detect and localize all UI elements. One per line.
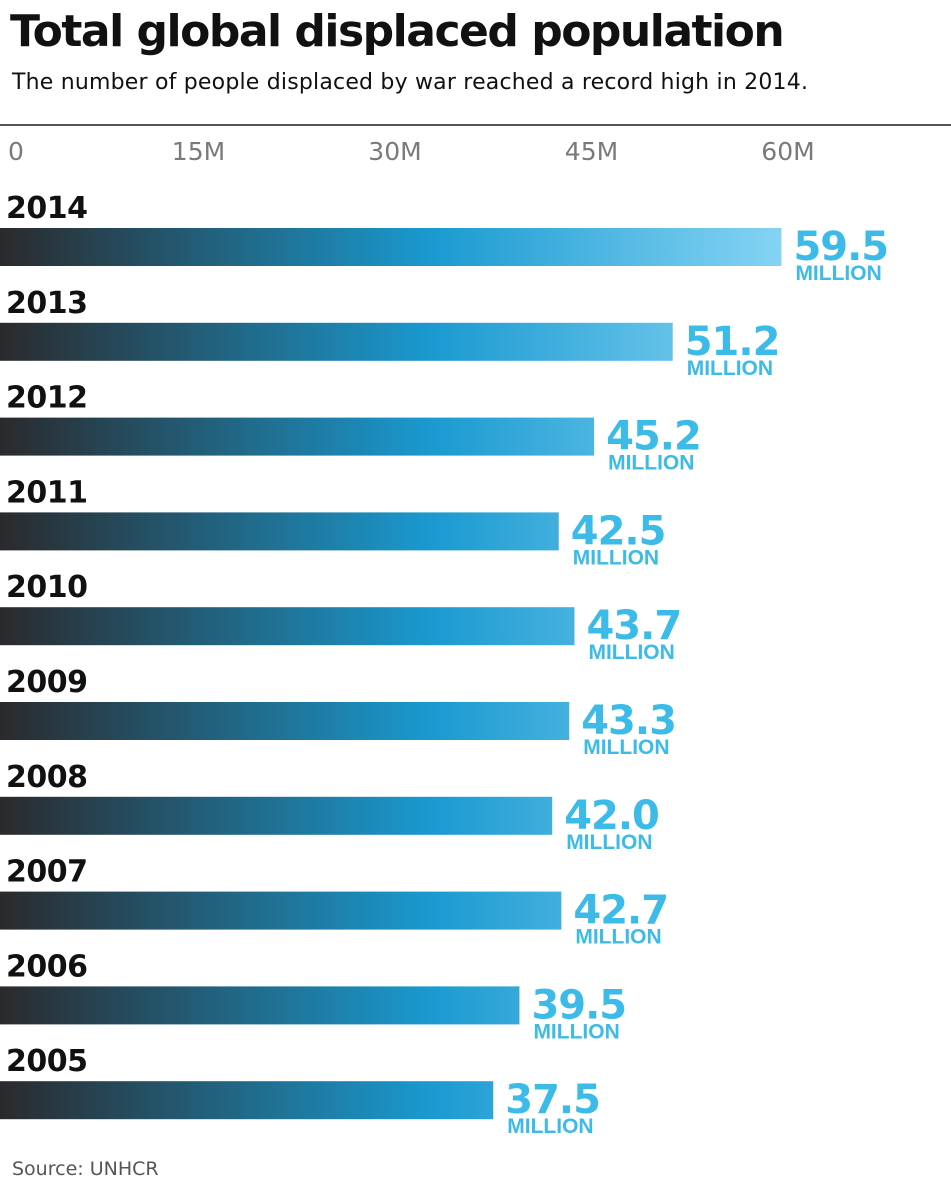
x-axis-ticks: 0 15M 30M 45M 60M <box>8 137 815 166</box>
x-tick-label: 60M <box>761 137 814 166</box>
value-label: 51.2 <box>685 319 780 365</box>
year-label: 2009 <box>6 665 88 700</box>
x-tick-label: 0 <box>8 137 24 166</box>
value-label: 42.7 <box>573 888 668 934</box>
value-label: 59.5 <box>793 224 888 270</box>
value-label: 43.3 <box>581 698 676 744</box>
bar <box>0 607 575 646</box>
value-label: 39.5 <box>531 982 626 1028</box>
year-label: 2011 <box>6 475 88 510</box>
unit-label: MILLION <box>507 1115 593 1138</box>
unit-label: MILLION <box>533 1020 619 1043</box>
chart-title: Total global displaced population <box>10 6 785 57</box>
unit-label: MILLION <box>573 546 659 569</box>
year-label: 2012 <box>6 381 88 416</box>
year-label: 2006 <box>6 949 88 984</box>
unit-label: MILLION <box>588 641 674 664</box>
bars: 201459.5MILLION201351.2MILLION201245.2MI… <box>0 191 889 1138</box>
year-label: 2007 <box>6 855 88 890</box>
unit-label: MILLION <box>795 262 881 285</box>
value-label: 45.2 <box>606 414 701 460</box>
value-label: 43.7 <box>586 603 681 649</box>
bar <box>0 702 570 740</box>
bar <box>0 512 559 551</box>
unit-label: MILLION <box>608 452 694 475</box>
unit-label: MILLION <box>566 831 652 854</box>
year-label: 2005 <box>6 1044 88 1079</box>
x-tick-label: 45M <box>565 137 618 166</box>
unit-label: MILLION <box>575 926 661 949</box>
chart-subtitle: The number of people displaced by war re… <box>12 70 809 95</box>
unit-label: MILLION <box>583 736 669 759</box>
header-divider <box>0 124 951 126</box>
bar-chart: 0 15M 30M 45M 60M 201459.5MILLION201351.2MIL… <box>0 137 889 1138</box>
x-tick-label: 30M <box>368 137 421 166</box>
year-label: 2014 <box>6 191 88 226</box>
value-label: 42.0 <box>564 793 659 839</box>
bar <box>0 891 562 930</box>
year-label: 2008 <box>6 760 88 795</box>
bar <box>0 796 553 835</box>
year-label: 2010 <box>6 570 88 605</box>
bar <box>0 417 595 456</box>
value-label: 42.5 <box>571 508 666 554</box>
bar <box>0 1081 494 1120</box>
bar <box>0 986 520 1025</box>
bar <box>0 322 673 361</box>
year-label: 2013 <box>6 286 88 321</box>
x-tick-label: 15M <box>172 137 225 166</box>
value-label: 37.5 <box>505 1077 600 1123</box>
unit-label: MILLION <box>687 357 773 380</box>
source-note: Source: UNHCR <box>12 1158 159 1180</box>
bar <box>0 228 782 266</box>
